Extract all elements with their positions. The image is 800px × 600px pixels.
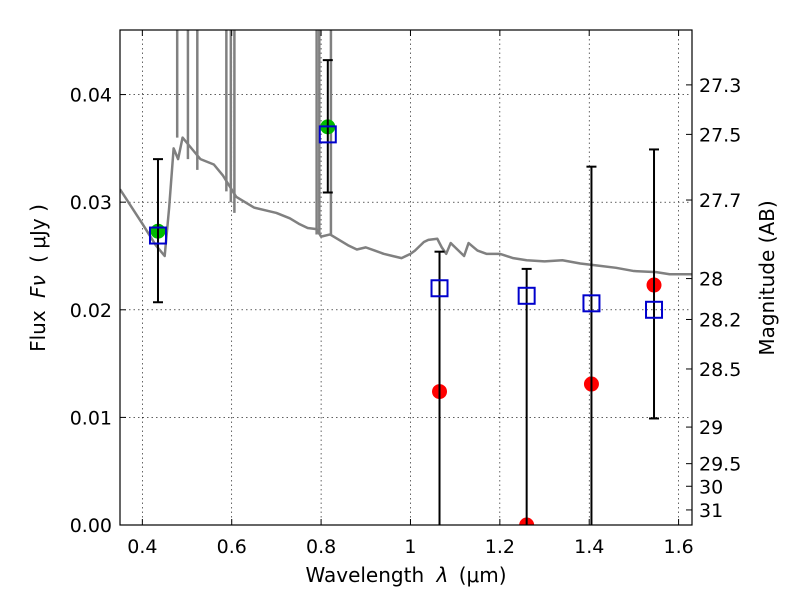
y2-tick-label: 29.5 [699, 454, 741, 476]
plot-area [120, 30, 692, 525]
model-photometry-square [645, 300, 664, 319]
x-tick-label: 1.6 [663, 536, 693, 558]
x-tick-label: 0.6 [217, 536, 247, 558]
y2-tick-label: 27.3 [699, 75, 741, 97]
x-axis-label: Wavelength λ (μm) [305, 563, 506, 587]
model-spectrum-line [120, 136, 692, 276]
model-photometry-square [148, 226, 167, 245]
x-tick-label: 1.4 [574, 536, 604, 558]
y-tick-label: 0.03 [70, 192, 112, 214]
model-photometry-square [318, 125, 337, 144]
model-photometry-square [582, 294, 601, 313]
y-tick-label: 0.01 [70, 407, 112, 429]
y-axis-label: Flux Fν ( μJy ) [26, 204, 50, 352]
grid [120, 30, 692, 526]
y-tick-label: 0.02 [70, 300, 112, 322]
model-photometry-square [430, 279, 449, 298]
y2-tick-label: 31 [699, 500, 723, 522]
x-tick-label: 0.4 [127, 536, 157, 558]
y-tick-label: 0.04 [70, 85, 112, 107]
x-tick-label: 0.8 [306, 536, 336, 558]
x-tick-label: 1.2 [485, 536, 515, 558]
ticks: 0.4 0.6 0.8 1 1.2 1.4 1.6 0.00 0.01 0.02 0.03 0.04 2… [70, 30, 741, 558]
y2-tick-label: 27.5 [699, 124, 741, 146]
y2-tick-label: 28.2 [699, 309, 741, 331]
y2-tick-label: 28.5 [699, 359, 741, 381]
model-photometry-square [517, 286, 536, 305]
y-tick-label: 0.00 [70, 515, 112, 537]
y2-tick-label: 30 [699, 476, 723, 498]
plot-frame [119, 29, 693, 526]
y2-tick-label: 28 [699, 269, 723, 291]
x-tick-label: 1 [404, 536, 416, 558]
plot-clipped [120, 30, 692, 525]
y2-tick-label: 29 [699, 417, 723, 439]
y2-tick-label: 27.7 [699, 190, 741, 212]
y2-axis-label: Magnitude (AB) [755, 200, 779, 355]
